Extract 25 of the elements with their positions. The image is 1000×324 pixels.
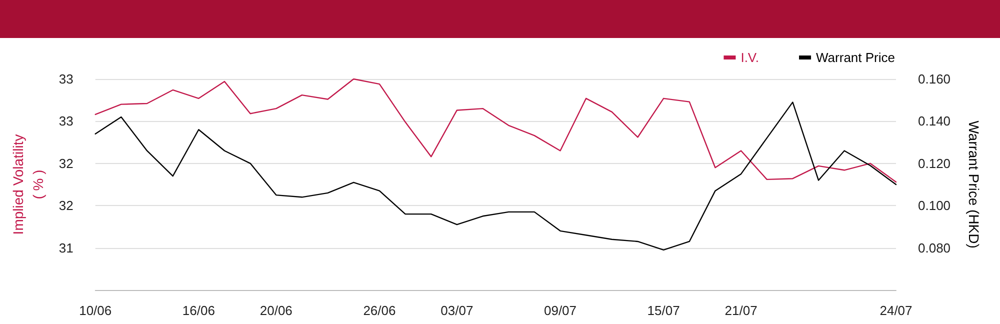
- legend-label: Warrant Price: [816, 50, 896, 65]
- y-axis-title: Implied Volatility ( % ): [10, 134, 46, 235]
- y-tick-label: 33: [58, 114, 74, 129]
- x-tick-label: 24/07: [880, 303, 912, 318]
- x-tick-label: 20/06: [260, 303, 292, 318]
- x-tick-label: 21/07: [724, 303, 758, 318]
- y-tick-label: 31: [58, 240, 74, 256]
- x-tick-label: 16/06: [182, 303, 215, 318]
- line-series: [94, 78, 897, 183]
- y-tick-label: 33: [58, 72, 74, 86]
- x-tick-label: 09/07: [544, 303, 577, 318]
- y-tick-label: 32: [58, 156, 74, 171]
- x-tick-label: 10/06: [79, 303, 112, 318]
- y2-tick-label: 0.120: [918, 156, 951, 171]
- y-tick-label: 32: [58, 198, 74, 214]
- y2-axis-title: Warrant Price (HKD): [966, 120, 982, 248]
- x-tick-label: 03/07: [440, 303, 474, 318]
- x-tick-label: 26/06: [363, 303, 396, 318]
- y2-tick-label: 0.160: [918, 72, 951, 86]
- y2-tick-label: 0.140: [918, 114, 951, 129]
- legend-label: I.V.: [740, 50, 760, 65]
- y2-tick-label: 0.100: [918, 198, 951, 214]
- line-series: [94, 102, 897, 251]
- y2-tick-label: 0.080: [918, 240, 951, 256]
- x-tick-label: 15/07: [647, 303, 680, 318]
